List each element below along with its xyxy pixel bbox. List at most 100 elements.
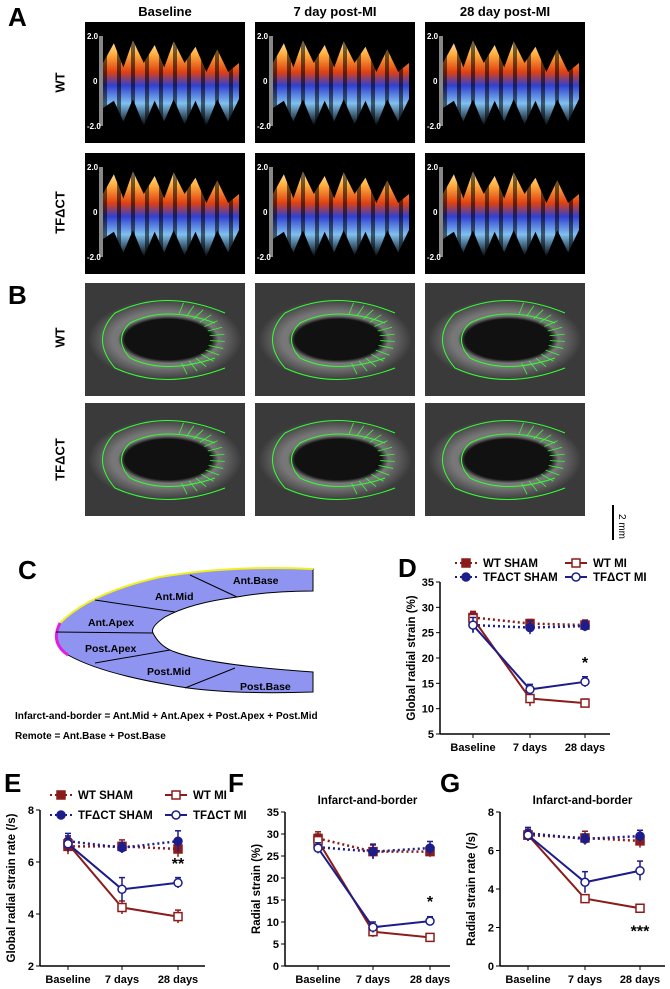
data-point [523,830,533,840]
data-point [635,903,645,913]
segment-post-mid: Post.Mid [147,666,191,678]
y-tick-label: 4 [488,884,495,896]
data-point [425,916,435,926]
data-point [117,902,127,913]
x-tick-label: Baseline [45,974,90,986]
scale-bottom: -2.0 [87,122,101,131]
data-point [368,922,378,933]
scale-top: 2.0 [257,32,269,41]
scale-bottom: -2.0 [257,122,271,131]
significance-marker: * [427,894,434,911]
segment-ant-apex: Ant.Apex [88,617,135,629]
y-tick-label: 10 [267,917,279,929]
x-tick-label: 28 days [565,742,605,754]
y-tick-label: 6 [488,846,494,858]
data-point [525,622,535,633]
echo-speckle-image [425,283,585,396]
chart-title: Infarct-and-border [533,795,633,807]
legend-marker [56,790,66,800]
epicardium-edge [59,567,314,624]
legend-marker [461,558,471,568]
strain-3d-map: 2.0 0 -2.0 [85,22,245,143]
apex-edge [54,622,69,657]
significance-marker: * [582,655,589,672]
echo-speckle-image [425,403,585,516]
legend-entry: WT SHAM [78,790,133,802]
scale-bar [612,505,614,540]
scale-top: 2.0 [427,32,439,41]
data-point [368,846,378,857]
y-tick-label: 25 [267,851,279,863]
definition-remote: Remote = Ant.Base + Post.Base [15,731,166,742]
y-tick-label: 35 [267,807,279,819]
x-tick-label: 7 days [105,974,139,986]
scale-mid: 0 [93,208,98,217]
y-axis-label: Global radial strain rate (/s) [6,813,18,962]
legend-entry: TFΔCT SHAM [78,810,153,822]
x-tick-label: Baseline [450,742,495,754]
scale-bar [269,167,273,257]
y-tick-label: 2 [488,923,494,935]
y-tick-label: 5 [273,939,279,951]
panel-label-a: A [8,2,27,32]
scale-bar [99,167,103,257]
segment-ant-base: Ant.Base [233,575,279,587]
legend-entry: TFΔCT MI [593,572,647,584]
scale-top: 2.0 [87,163,99,172]
data-point [117,884,127,895]
scale-top: 2.0 [257,163,269,172]
scale-top: 2.0 [87,32,99,41]
y-tick-label: 25 [422,628,434,640]
data-point [63,839,73,849]
segment-dividers [55,574,238,689]
echo-speckle-image [255,283,415,396]
y-tick-label: 2 [28,961,34,973]
data-point [425,843,435,853]
y-tick-label: 20 [422,653,434,665]
scale-bottom: -2.0 [87,253,101,262]
legend-marker [571,572,581,582]
x-tick-label: 7 days [356,974,390,986]
y-tick-label: 20 [267,873,279,885]
legend-entry: TFΔCT MI [193,810,247,822]
data-point [635,865,645,876]
y-tick-label: 15 [422,678,434,690]
scale-bottom: -2.0 [427,253,441,262]
y-tick-label: 5 [428,729,434,741]
data-point [525,684,535,695]
legend-marker [171,810,181,820]
series-line [472,624,586,691]
scale-top: 2.0 [427,163,439,172]
strain-3d-map: 2.0 0 -2.0 [255,22,415,143]
y-tick-label: 6 [28,857,34,869]
strain-3d-map: 2.0 0 -2.0 [425,22,585,143]
legend-marker [171,790,181,800]
legend-marker [461,572,471,582]
y-axis-label: Global radial strain (%) [406,595,418,720]
data-point [313,843,323,853]
legend-entry: WT MI [593,558,627,570]
data-point [580,877,590,888]
scale-bar [439,167,443,257]
scale-mid: 0 [263,77,268,86]
x-tick-label: 28 days [410,974,450,986]
x-tick-label: 7 days [568,974,602,986]
scale-bar [99,36,103,126]
echo-speckle-image [255,403,415,516]
scale-mid: 0 [433,77,438,86]
data-point [173,878,183,888]
panel-label-g: G [440,768,461,798]
y-tick-label: 10 [422,704,434,716]
y-tick-label: 15 [267,895,279,907]
y-axis-label: Radial strain rate (/s) [466,832,478,946]
y-tick-label: 30 [267,829,279,841]
y-tick-label: 0 [273,961,279,973]
definition-infarct: Infarct-and-border = Ant.Mid + Ant.Apex … [15,711,318,722]
scale-mid: 0 [263,208,268,217]
series-line [68,845,179,851]
column-header-7day: 7 day post-MI [293,4,377,19]
y-tick-label: 8 [488,807,494,819]
legend-entry: WT SHAM [483,558,538,570]
y-tick-label: 4 [28,909,35,921]
